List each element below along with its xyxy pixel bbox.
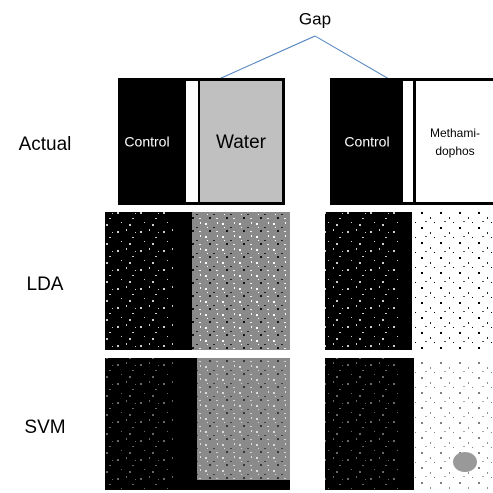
noise — [105, 358, 175, 490]
noise — [453, 452, 477, 472]
actual-right-panel: Control Methami- dophos — [330, 78, 493, 205]
noise — [192, 212, 290, 350]
gap — [186, 81, 198, 202]
noise — [105, 212, 175, 350]
control-label: Control — [124, 134, 169, 150]
lda-left-image — [105, 212, 290, 350]
row-label: SVM — [24, 417, 65, 438]
figure: Gap Actual LDA SVM Control Water Control… — [0, 0, 493, 493]
lda-right-image — [325, 212, 493, 350]
methamidophos-region — [416, 81, 493, 202]
noise — [197, 358, 290, 480]
control-label: Control — [344, 134, 389, 150]
noise — [412, 212, 493, 350]
gap — [403, 81, 413, 202]
noise — [325, 212, 400, 350]
row-label: LDA — [27, 274, 64, 295]
noise — [325, 358, 400, 490]
gap-label: Gap — [299, 9, 331, 28]
treatment-label: Water — [216, 132, 267, 153]
actual-left-panel: Control Water — [118, 78, 285, 205]
row-label: Actual — [19, 134, 72, 155]
treatment-label: dophos — [435, 144, 474, 158]
treatment-label: Methami- — [430, 126, 480, 140]
noise — [414, 358, 493, 490]
svm-left-image — [105, 358, 290, 490]
svm-right-image — [325, 358, 493, 490]
